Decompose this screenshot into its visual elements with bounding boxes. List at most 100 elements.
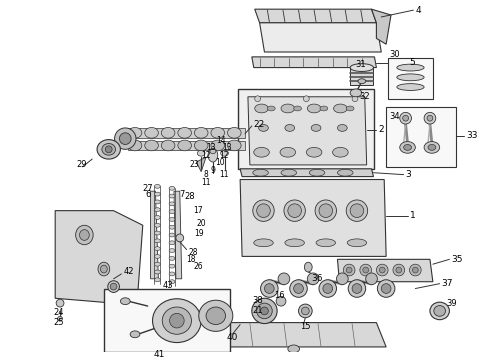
Ellipse shape bbox=[334, 104, 347, 113]
Ellipse shape bbox=[154, 216, 160, 220]
Ellipse shape bbox=[338, 169, 353, 176]
Ellipse shape bbox=[154, 247, 160, 251]
Ellipse shape bbox=[288, 345, 299, 353]
Ellipse shape bbox=[290, 280, 307, 297]
Ellipse shape bbox=[350, 89, 362, 97]
Ellipse shape bbox=[294, 106, 301, 111]
Ellipse shape bbox=[280, 147, 295, 157]
Ellipse shape bbox=[261, 280, 278, 297]
Polygon shape bbox=[255, 9, 376, 23]
Ellipse shape bbox=[128, 140, 142, 151]
Ellipse shape bbox=[75, 225, 93, 245]
Ellipse shape bbox=[338, 125, 347, 131]
Ellipse shape bbox=[102, 144, 116, 155]
Polygon shape bbox=[350, 68, 373, 85]
Polygon shape bbox=[128, 141, 245, 150]
Ellipse shape bbox=[400, 112, 412, 124]
Ellipse shape bbox=[178, 140, 192, 151]
Ellipse shape bbox=[169, 249, 175, 252]
Ellipse shape bbox=[169, 256, 175, 260]
Ellipse shape bbox=[259, 125, 269, 131]
Text: 43: 43 bbox=[162, 281, 173, 290]
Polygon shape bbox=[150, 191, 158, 279]
Ellipse shape bbox=[169, 210, 175, 213]
Ellipse shape bbox=[352, 284, 362, 293]
Ellipse shape bbox=[333, 147, 348, 157]
Polygon shape bbox=[55, 211, 143, 303]
Ellipse shape bbox=[178, 127, 192, 138]
Ellipse shape bbox=[428, 144, 436, 150]
Ellipse shape bbox=[227, 127, 241, 138]
Ellipse shape bbox=[79, 230, 89, 240]
Text: 2: 2 bbox=[378, 125, 384, 134]
Ellipse shape bbox=[154, 239, 160, 243]
Ellipse shape bbox=[169, 202, 175, 206]
Ellipse shape bbox=[110, 283, 117, 290]
Ellipse shape bbox=[347, 239, 367, 247]
Text: 35: 35 bbox=[451, 255, 463, 264]
Text: 41: 41 bbox=[154, 350, 165, 359]
Polygon shape bbox=[338, 259, 433, 282]
Text: 33: 33 bbox=[466, 131, 477, 140]
Ellipse shape bbox=[154, 278, 160, 282]
Text: 24: 24 bbox=[53, 309, 64, 318]
Text: 21: 21 bbox=[253, 306, 263, 315]
Ellipse shape bbox=[424, 141, 440, 153]
Ellipse shape bbox=[169, 217, 175, 221]
Ellipse shape bbox=[169, 264, 175, 268]
Polygon shape bbox=[260, 23, 381, 52]
Text: 6: 6 bbox=[146, 190, 151, 199]
Ellipse shape bbox=[121, 298, 130, 305]
Ellipse shape bbox=[285, 125, 294, 131]
Ellipse shape bbox=[298, 304, 312, 318]
Ellipse shape bbox=[257, 303, 272, 319]
Ellipse shape bbox=[307, 273, 319, 285]
Ellipse shape bbox=[396, 267, 402, 273]
Ellipse shape bbox=[265, 284, 274, 293]
Ellipse shape bbox=[162, 307, 192, 334]
Text: 10: 10 bbox=[215, 158, 224, 167]
Text: 14: 14 bbox=[216, 136, 225, 145]
Ellipse shape bbox=[294, 284, 303, 293]
Polygon shape bbox=[371, 9, 391, 44]
Text: 11: 11 bbox=[201, 178, 211, 187]
Text: 30: 30 bbox=[389, 50, 400, 59]
Polygon shape bbox=[240, 180, 386, 256]
Polygon shape bbox=[248, 97, 367, 165]
Text: 38: 38 bbox=[253, 296, 264, 305]
Ellipse shape bbox=[261, 307, 269, 315]
Ellipse shape bbox=[320, 106, 328, 111]
Text: 28: 28 bbox=[185, 192, 196, 201]
Text: 11: 11 bbox=[219, 170, 228, 179]
Text: 23: 23 bbox=[190, 161, 199, 170]
Ellipse shape bbox=[176, 234, 184, 242]
Text: 7: 7 bbox=[180, 190, 185, 199]
Polygon shape bbox=[174, 191, 182, 279]
Ellipse shape bbox=[199, 300, 233, 331]
Ellipse shape bbox=[311, 125, 321, 131]
Ellipse shape bbox=[413, 267, 418, 273]
Ellipse shape bbox=[253, 169, 269, 176]
Bar bbox=[104, 288, 230, 352]
Ellipse shape bbox=[403, 115, 409, 121]
Polygon shape bbox=[252, 57, 376, 68]
Ellipse shape bbox=[154, 223, 160, 227]
Ellipse shape bbox=[253, 200, 274, 221]
Ellipse shape bbox=[169, 272, 175, 276]
Ellipse shape bbox=[210, 149, 216, 154]
Text: 28: 28 bbox=[189, 248, 198, 257]
Text: 5: 5 bbox=[410, 58, 415, 67]
Text: 13: 13 bbox=[222, 143, 232, 152]
Text: 13: 13 bbox=[206, 143, 216, 152]
Ellipse shape bbox=[211, 140, 224, 151]
Ellipse shape bbox=[195, 140, 208, 151]
Text: 39: 39 bbox=[446, 299, 457, 308]
Ellipse shape bbox=[197, 150, 205, 156]
Polygon shape bbox=[196, 157, 206, 172]
Ellipse shape bbox=[376, 264, 388, 276]
Ellipse shape bbox=[281, 169, 296, 176]
Ellipse shape bbox=[346, 200, 368, 221]
Text: 37: 37 bbox=[441, 279, 453, 288]
Ellipse shape bbox=[393, 264, 405, 276]
Ellipse shape bbox=[145, 140, 158, 151]
